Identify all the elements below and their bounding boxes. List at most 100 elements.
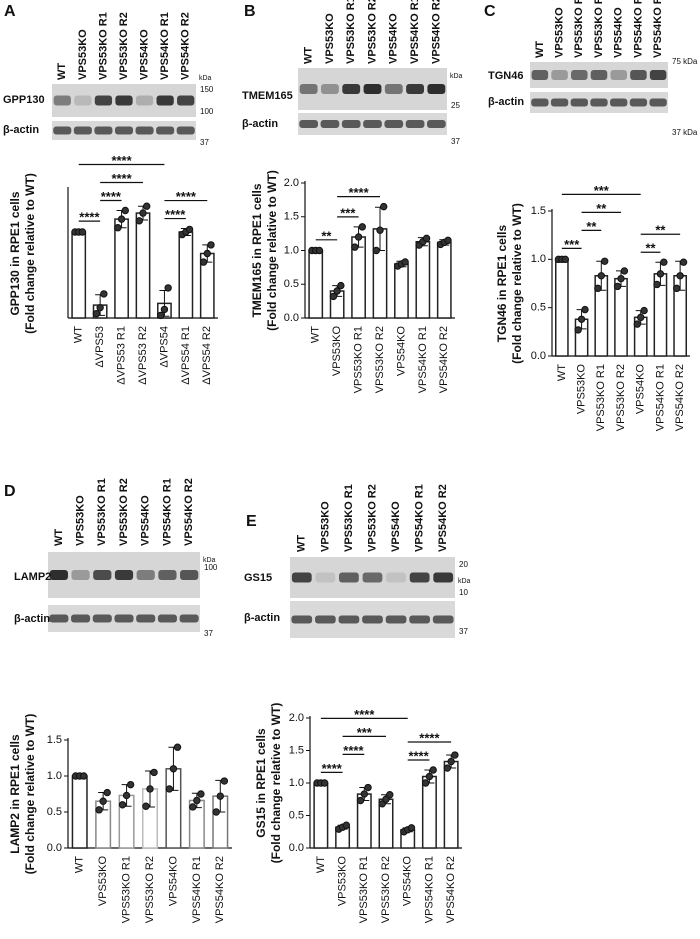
data-point bbox=[597, 272, 605, 280]
data-point bbox=[95, 806, 103, 814]
data-point bbox=[617, 274, 625, 283]
lane-label: VPS54KO R2 bbox=[652, 0, 664, 58]
significance-label: ** bbox=[596, 201, 607, 216]
data-point bbox=[451, 751, 459, 759]
y-tick-label: 1.5 bbox=[289, 744, 304, 756]
lane-label: VPS53KO R1 bbox=[345, 0, 357, 64]
data-point bbox=[122, 791, 131, 800]
panel-letter: A bbox=[4, 3, 16, 20]
data-point bbox=[620, 267, 629, 275]
significance-label: **** bbox=[176, 189, 197, 204]
data-point bbox=[333, 287, 341, 295]
blot-band bbox=[299, 84, 318, 94]
significance-label: **** bbox=[419, 730, 440, 745]
blot-band bbox=[156, 95, 174, 106]
blot-band bbox=[409, 572, 430, 583]
data-point bbox=[185, 225, 194, 234]
actin-band bbox=[405, 120, 425, 128]
x-tick-label: WT bbox=[310, 326, 322, 343]
actin-band bbox=[531, 98, 549, 107]
lane-label: WT bbox=[296, 535, 308, 552]
marker-label: 150 bbox=[200, 85, 214, 94]
lane-label: VPS54KO bbox=[138, 29, 150, 80]
blot-band bbox=[427, 84, 446, 94]
blot-band bbox=[74, 95, 92, 106]
bar bbox=[114, 218, 129, 319]
protein-label: LAMP2 bbox=[14, 571, 51, 583]
data-point bbox=[656, 270, 665, 278]
data-point bbox=[199, 258, 208, 266]
data-point bbox=[142, 802, 150, 810]
protein-label: GS15 bbox=[244, 572, 272, 584]
blot-band bbox=[571, 70, 588, 80]
actin-band bbox=[53, 126, 72, 135]
data-point bbox=[443, 764, 452, 772]
x-tick-label: VPS54KO bbox=[395, 326, 407, 377]
x-tick-label: VPS54KO R2 bbox=[438, 326, 450, 393]
actin-band bbox=[426, 120, 446, 128]
bar bbox=[614, 277, 628, 357]
x-tick-label: VPS54KO R2 bbox=[445, 856, 457, 923]
bar bbox=[71, 231, 87, 319]
loading-label: β-actin bbox=[244, 612, 280, 624]
actin-band bbox=[432, 615, 454, 624]
blot-band bbox=[362, 572, 383, 583]
data-point bbox=[421, 779, 430, 787]
blot-band bbox=[551, 70, 568, 80]
lane-label: VPS53KO R2 bbox=[118, 12, 130, 80]
lane-label: VPS53KO R1 bbox=[97, 12, 109, 80]
data-point bbox=[165, 785, 174, 793]
actin-band bbox=[363, 120, 382, 128]
lane-label: VPS53KO R1 bbox=[573, 0, 585, 58]
marker-label: 37 kDa bbox=[672, 128, 698, 137]
bar bbox=[394, 263, 409, 319]
data-point bbox=[99, 797, 107, 805]
data-point bbox=[80, 772, 88, 780]
x-tick-label: ΔVPS53 R1 bbox=[115, 326, 127, 385]
actin-band bbox=[92, 614, 112, 623]
loading-label: β-actin bbox=[3, 124, 39, 136]
lane-label: WT bbox=[56, 63, 68, 80]
data-point bbox=[157, 311, 165, 320]
significance-label: ** bbox=[586, 219, 597, 234]
panel-letter: D bbox=[4, 483, 16, 500]
data-point bbox=[364, 783, 372, 792]
blot-band bbox=[49, 570, 68, 580]
lane-label: VPS53KO R1 bbox=[343, 484, 355, 552]
lane-label: VPS54KO R1 bbox=[159, 12, 171, 80]
actin-band bbox=[385, 615, 407, 624]
blot-band bbox=[158, 570, 177, 580]
bar bbox=[308, 249, 324, 319]
protein-label: GPP130 bbox=[3, 94, 45, 106]
data-point bbox=[351, 243, 359, 251]
data-point bbox=[169, 765, 178, 773]
bar bbox=[554, 258, 569, 357]
data-point bbox=[207, 241, 215, 249]
kda-label: kDa bbox=[203, 557, 216, 564]
lane-label: VPS54KO bbox=[388, 13, 400, 64]
marker-label: 75 kDa bbox=[672, 57, 698, 66]
data-point bbox=[121, 206, 129, 215]
x-tick-label: VPS53KO R1 bbox=[595, 364, 607, 431]
x-tick-label: ΔVPS54 R1 bbox=[180, 326, 192, 385]
bar bbox=[135, 212, 151, 319]
data-point bbox=[103, 788, 111, 797]
data-point bbox=[372, 246, 380, 255]
marker-label: 25 bbox=[451, 101, 460, 110]
blot-band bbox=[590, 70, 608, 80]
data-point bbox=[164, 284, 172, 292]
actin-band bbox=[341, 120, 361, 128]
data-point bbox=[594, 284, 602, 293]
blot-band bbox=[53, 95, 71, 106]
x-tick-label: VPS54KO R1 bbox=[191, 856, 203, 923]
actin-band bbox=[114, 614, 134, 623]
actin-band bbox=[550, 98, 569, 107]
data-point bbox=[581, 305, 589, 314]
x-tick-label: WT bbox=[74, 856, 86, 873]
significance-label: ** bbox=[646, 241, 657, 256]
data-point bbox=[633, 320, 641, 328]
y-axis-label: TMEM165 in RPE1 cells bbox=[250, 183, 264, 317]
actin-band bbox=[610, 98, 628, 107]
blot-band bbox=[386, 572, 406, 583]
